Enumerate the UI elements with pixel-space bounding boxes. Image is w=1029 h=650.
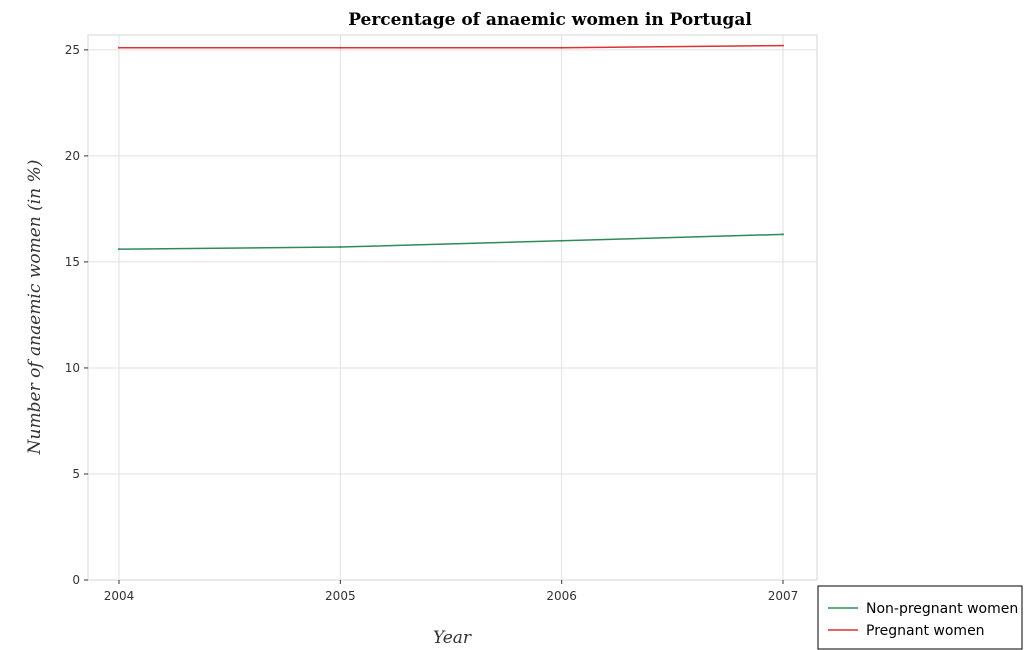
legend-box	[817, 585, 1023, 650]
data-point	[560, 239, 563, 242]
y-tick-label: 15	[65, 255, 80, 269]
y-tick-label: 20	[65, 149, 80, 163]
x-axis-ticks: 2004 2005 2006 2007	[104, 580, 799, 603]
y-tick-label: 10	[65, 361, 80, 375]
series-line-1	[119, 44, 784, 49]
y-axis-label: Number of anaemic women (in %)	[25, 160, 45, 456]
data-point	[560, 46, 563, 49]
x-axis-label: Year	[433, 628, 472, 648]
data-point	[782, 233, 784, 236]
x-tick-label: 2005	[325, 589, 356, 603]
data-point	[118, 248, 120, 251]
y-axis-ticks: 0 5 10 15 20 25	[65, 43, 88, 587]
chart-title: Percentage of anaemic women in Portugal	[348, 10, 752, 30]
data-point	[782, 44, 784, 47]
legend: Non-pregnant women Pregnant women	[817, 585, 1023, 650]
legend-label-non-pregnant: Non-pregnant women	[866, 601, 1018, 617]
data-point	[118, 46, 120, 49]
plot-frame	[87, 34, 818, 581]
x-tick-label: 2004	[104, 589, 135, 603]
series	[118, 44, 784, 251]
series-line-0	[118, 233, 784, 250]
y-tick-label: 25	[65, 43, 80, 57]
y-tick-label: 5	[72, 467, 80, 481]
x-tick-label: 2006	[546, 589, 577, 603]
legend-label-pregnant: Pregnant women	[866, 623, 985, 639]
data-point	[339, 46, 342, 49]
data-point	[339, 246, 342, 249]
y-tick-label: 0	[72, 573, 80, 587]
grid	[88, 35, 817, 581]
x-tick-label: 2007	[768, 589, 799, 603]
